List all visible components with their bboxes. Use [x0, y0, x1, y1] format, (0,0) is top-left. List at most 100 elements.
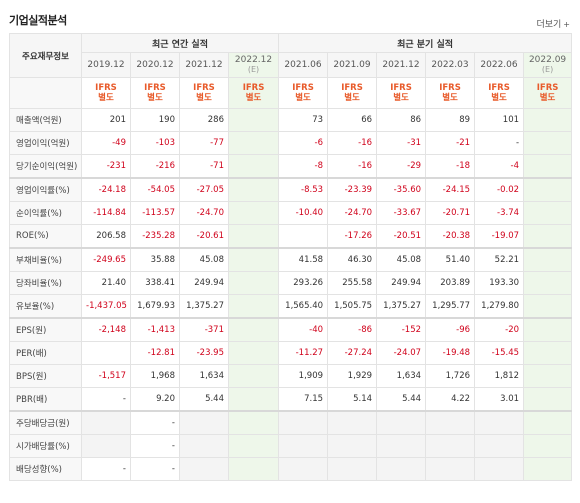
ifrs-badge: IFRS 별도: [376, 77, 427, 109]
ifrs-badge: IFRS 별도: [278, 77, 329, 109]
data-cell: 1,505.75: [327, 294, 378, 319]
period-label: 2019.12: [87, 60, 125, 70]
data-cell: -24.07: [376, 341, 427, 365]
data-cell: -20.61: [179, 224, 229, 249]
estimate-mark: (E): [247, 65, 260, 74]
data-cell: -29: [376, 154, 427, 179]
data-cell: [227, 247, 280, 272]
data-cell: -8: [278, 154, 329, 179]
data-cell: [425, 457, 476, 481]
data-cell: [523, 457, 573, 481]
data-cell: -40: [278, 317, 329, 342]
data-cell: [278, 457, 329, 481]
data-cell: [327, 434, 378, 458]
row-label: EPS(원): [9, 317, 82, 342]
data-cell: -16: [327, 154, 378, 179]
data-cell: -77: [179, 131, 229, 155]
section-title: 기업실적분석: [9, 14, 67, 27]
ifrs-label: IFRS: [144, 83, 166, 93]
data-cell: [425, 434, 476, 458]
table-row: 매출액(억원) 201 190 286 73 66 86 89 101: [9, 108, 573, 132]
data-cell: [327, 457, 378, 481]
data-cell: 1,279.80: [474, 294, 525, 319]
data-cell: 255.58: [327, 271, 378, 295]
period-label: 2022.09: [528, 55, 567, 65]
data-cell: [523, 294, 573, 319]
data-cell: 286: [179, 108, 229, 132]
data-cell: 21.40: [81, 271, 131, 295]
data-cell: -24.18: [81, 177, 131, 202]
period-header: 2021.09: [327, 52, 378, 78]
data-cell: 5.44: [376, 387, 427, 412]
data-cell: [227, 410, 280, 435]
row-label: 시가배당률(%): [9, 434, 82, 458]
data-cell: -24.15: [425, 177, 476, 202]
row-label: 영업이익(억원): [9, 131, 82, 155]
data-cell: 1,295.77: [425, 294, 476, 319]
data-cell: [523, 247, 573, 272]
data-cell: [523, 410, 573, 435]
ifrs-label: IFRS: [292, 83, 314, 93]
data-cell: [227, 364, 280, 388]
data-cell: -86: [327, 317, 378, 342]
data-cell: 101: [474, 108, 525, 132]
period-label: 2021.12: [185, 60, 223, 70]
table-row: PBR(배) -9.20 5.44 7.15 5.14 5.44 4.22 3.01: [9, 387, 573, 412]
data-cell: -: [130, 410, 180, 435]
data-cell: -6: [278, 131, 329, 155]
ifrs-basis-label: 별도: [344, 93, 360, 103]
table-row: 부채비율(%) -249.65 35.88 45.08 41.58 46.30 45.08 5…: [9, 247, 573, 272]
data-cell: 45.08: [179, 247, 229, 272]
row-label: 매출액(억원): [9, 108, 82, 132]
ifrs-label: IFRS: [390, 83, 412, 93]
data-cell: [179, 457, 229, 481]
data-cell: 1,726: [425, 364, 476, 388]
data-cell: 89: [425, 108, 476, 132]
data-cell: 1,909: [278, 364, 329, 388]
data-cell: 7.15: [278, 387, 329, 412]
more-link[interactable]: 더보기 +: [536, 17, 570, 30]
data-cell: [523, 177, 573, 202]
data-cell: -20: [474, 317, 525, 342]
ifrs-label: IFRS: [341, 83, 363, 93]
data-cell: -152: [376, 317, 427, 342]
data-cell: 1,812: [474, 364, 525, 388]
data-cell: 293.26: [278, 271, 329, 295]
period-header: 2022.09 (E): [523, 52, 573, 78]
ifrs-badge: IFRS 별도: [227, 77, 280, 109]
data-cell: -1,517: [81, 364, 131, 388]
data-cell: 1,968: [130, 364, 180, 388]
data-cell: -23.39: [327, 177, 378, 202]
ifrs-label: IFRS: [193, 83, 215, 93]
data-cell: 249.94: [179, 271, 229, 295]
data-cell: 35.88: [130, 247, 180, 272]
data-cell: [81, 410, 131, 435]
ifrs-basis-label: 별도: [393, 93, 409, 103]
data-cell: [376, 434, 427, 458]
plus-icon: +: [563, 20, 570, 29]
data-cell: [227, 131, 280, 155]
data-cell: [523, 108, 573, 132]
table-row: 영업이익(억원) -49 -103 -77 -6 -16 -31 -21-: [9, 131, 573, 155]
data-cell: 1,375.27: [376, 294, 427, 319]
data-cell: -249.65: [81, 247, 131, 272]
ifrs-row-label: [9, 77, 82, 109]
data-cell: -: [81, 387, 131, 412]
data-cell: [425, 410, 476, 435]
data-cell: -15.45: [474, 341, 525, 365]
row-label-header: 주요재무정보: [9, 33, 82, 78]
data-cell: [227, 387, 280, 412]
data-cell: [179, 434, 229, 458]
data-cell: -23.95: [179, 341, 229, 365]
ifrs-basis-label: 별도: [196, 93, 212, 103]
period-header: 2020.12: [130, 52, 180, 78]
table-row: 순이익률(%) -114.84 -113.57 -24.70 -10.40 -24.70-…: [9, 201, 573, 225]
data-cell: -231: [81, 154, 131, 179]
data-cell: -71: [179, 154, 229, 179]
financial-table: 주요재무정보 최근 연간 실적 최근 분기 실적 2019.12 2020.12 2…: [9, 33, 573, 481]
ifrs-basis-label: 별도: [295, 93, 311, 103]
period-label: 2020.12: [136, 60, 174, 70]
ifrs-label: IFRS: [95, 83, 117, 93]
period-header: 2022.03: [425, 52, 476, 78]
